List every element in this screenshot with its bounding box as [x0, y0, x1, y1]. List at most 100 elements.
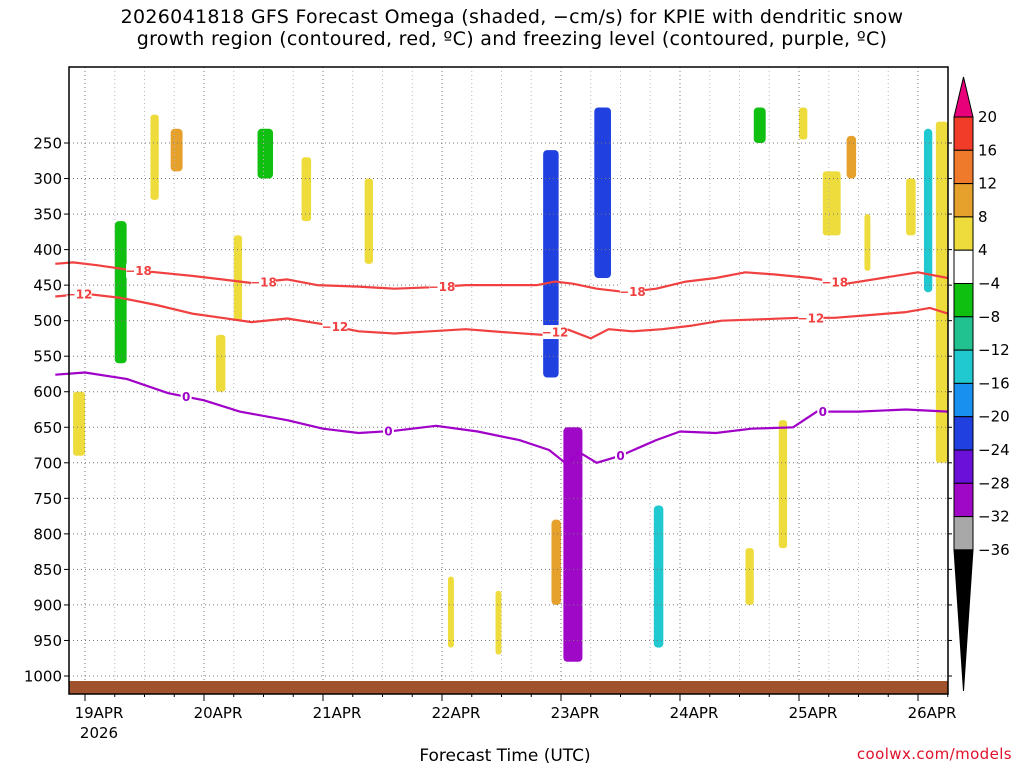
omega-cell: [495, 590, 502, 655]
contour-label-bg: [798, 310, 824, 325]
y-tick-label: 1000: [24, 668, 62, 686]
y-tick-label: 350: [33, 206, 62, 224]
y-tick-label: 550: [33, 348, 62, 366]
omega-cell: [799, 107, 808, 140]
omega-cell: [745, 548, 754, 605]
x-axis-label: Forecast Time (UTC): [419, 746, 591, 766]
omega-cell: [150, 114, 159, 200]
x-tick-label: 25APR: [789, 704, 838, 722]
y-tick-label: 250: [33, 135, 62, 153]
contour-label: −12: [798, 311, 825, 325]
contour-label-bg: [251, 274, 276, 289]
omega-cell: [864, 214, 871, 271]
y-tick-label: 750: [33, 490, 62, 508]
contour-label-bg: [126, 263, 152, 278]
contour-label: −12: [322, 320, 349, 334]
x-tick-label: 26APR: [908, 704, 957, 722]
colorbar-bin: [953, 382, 974, 418]
x-tick-label: 23APR: [551, 704, 600, 722]
colorbar-bin: [953, 349, 974, 384]
x-tick-label: 24APR: [670, 704, 719, 722]
colorbar-bin: [953, 183, 974, 218]
credit-text[interactable]: coolwx.com/models: [856, 745, 1012, 763]
axes: 250 300 350 400 450 500 550 600 650 700 750 800 850 9…: [24, 66, 957, 742]
contour-label-bg: [66, 287, 92, 302]
y-tick-label: 900: [33, 596, 62, 614]
y-tick-label: 300: [33, 170, 62, 188]
colorbar-tick-label: 4: [978, 241, 988, 259]
colorbar-bin: [953, 316, 974, 351]
x-tick-label: 21APR: [313, 704, 362, 722]
omega-cell: [822, 171, 841, 236]
omega-cell: [923, 128, 933, 293]
colorbar-tick-label: 20: [978, 108, 997, 126]
y-tick-label: 650: [33, 419, 62, 437]
colorbar-bin: [953, 482, 974, 518]
y-tick-label: 800: [33, 525, 62, 543]
colorbar-bin: [953, 416, 974, 451]
omega-cell: [114, 221, 127, 364]
omega-cell: [753, 107, 766, 143]
colorbar-bin: [953, 283, 974, 318]
omega-cell: [233, 235, 243, 321]
colorbar-bin: [953, 449, 974, 484]
colorbar-tick-label: 12: [978, 175, 997, 193]
contour-label: 0: [616, 449, 624, 463]
omega-cell: [551, 519, 561, 605]
contour-label-bg: [382, 424, 394, 439]
contour-label-bg: [822, 274, 848, 289]
contour-label: −12: [66, 288, 93, 302]
omega-cell: [906, 178, 916, 236]
ground-surface: [69, 681, 948, 694]
colorbar-tick-label: −8: [978, 308, 1000, 326]
omega-cell: [846, 135, 857, 179]
chart-title-line-2: growth region (contoured, red, ºC) and f…: [136, 28, 888, 50]
omega-cell: [778, 420, 788, 549]
colorbar-tick-label: 8: [978, 208, 988, 226]
colorbar-bin: [953, 216, 974, 251]
colorbar-tick-label: −20: [978, 408, 1010, 426]
colorbar-tick-label: −4: [978, 275, 1000, 293]
omega-cell: [257, 128, 274, 179]
colorbar-bin: [953, 549, 974, 692]
contour-label: −18: [821, 275, 848, 289]
omega-cell: [653, 505, 664, 648]
colorbar-tick-label: −32: [978, 508, 1010, 526]
omega-cell: [364, 178, 373, 264]
colorbar-bin: [953, 116, 974, 151]
colorbar-tick-label: −24: [978, 441, 1010, 459]
colorbar-tick-label: −12: [978, 341, 1010, 359]
contour--18c-isotherm: −18 −18 −18 −18 −18: [55, 261, 949, 299]
y-tick-label: 700: [33, 454, 62, 472]
plot-area: −18 −18 −18 −18 −18 −12 −12 −12 −12 0 0 0 0: [55, 67, 949, 694]
x-tick-label: 20APR: [194, 704, 243, 722]
contour-label-bg: [542, 325, 568, 340]
colorbar-tick-label: −36: [978, 541, 1010, 559]
contour-label: −12: [542, 326, 569, 340]
contour-label: −18: [619, 285, 646, 299]
contour-label-bg: [180, 389, 192, 404]
colorbar-tick-label: −28: [978, 474, 1010, 492]
y-tick-label: 500: [33, 312, 62, 330]
omega-cell: [543, 150, 559, 378]
omega-cell: [301, 157, 312, 222]
colorbar-tick-label: −16: [978, 374, 1010, 392]
plot-background: [69, 67, 948, 694]
omega-cell: [594, 107, 611, 279]
omega-cell: [447, 576, 454, 648]
contour-label-bg: [619, 284, 645, 299]
chart-title: 2026041818 GFS Forecast Omega (shaded, −…: [0, 6, 1024, 50]
colorbar-bin: [953, 516, 974, 551]
colorbar-tick-label: 16: [978, 141, 997, 159]
colorbar-bin: [953, 76, 974, 118]
contour-label: −18: [429, 280, 456, 294]
contour-label: −18: [125, 264, 152, 278]
omega-cell: [215, 334, 226, 392]
x-year-label: 2026: [80, 724, 118, 742]
y-tick-label: 600: [33, 383, 62, 401]
omega-cell: [73, 391, 85, 456]
contour-label: 0: [819, 405, 827, 419]
colorbar-bin: [953, 149, 974, 185]
contour-label-bg: [322, 319, 348, 334]
